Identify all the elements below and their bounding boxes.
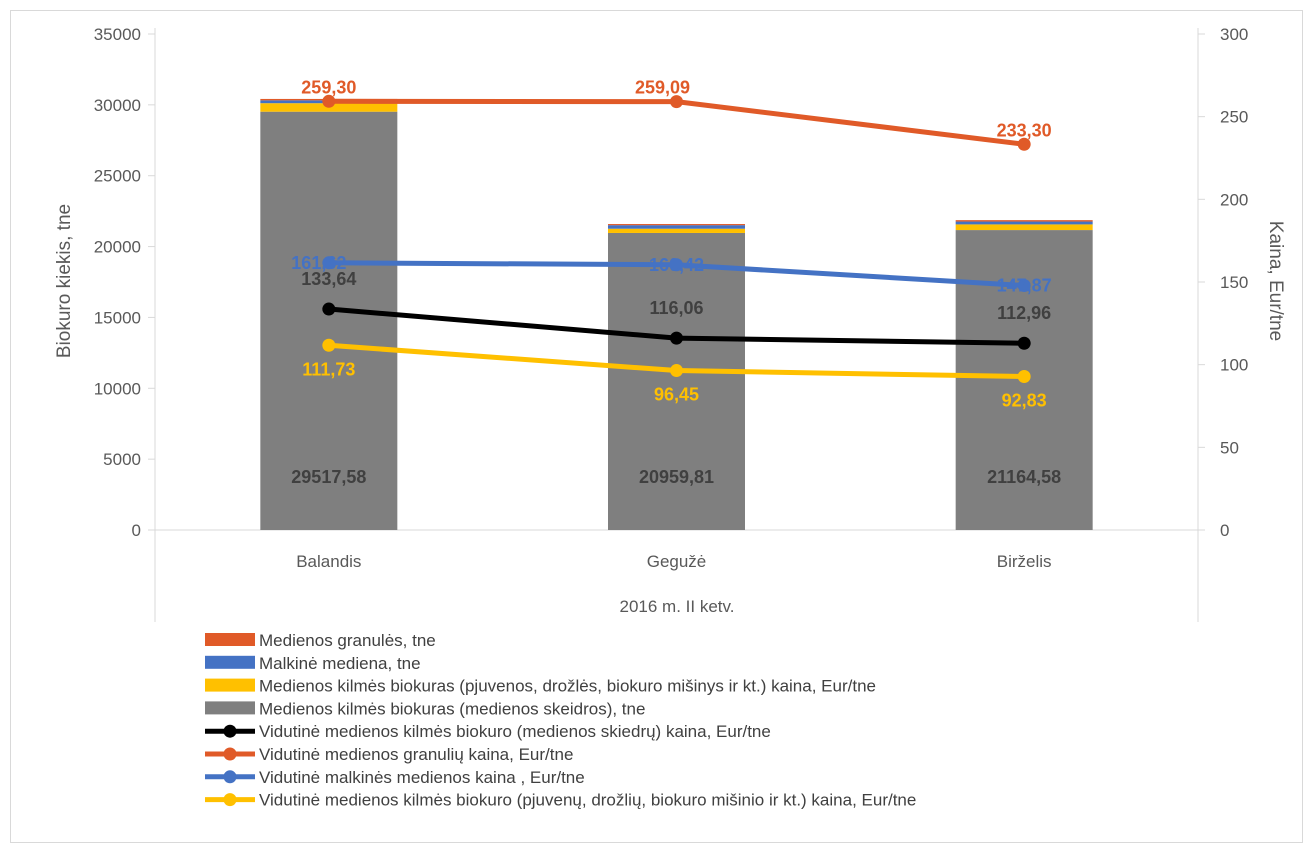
y-tick-label-right: 150 (1220, 273, 1248, 292)
line-point (1017, 279, 1031, 293)
bar-data-label: 20959,81 (639, 467, 714, 487)
y-tick-label-left: 35000 (94, 25, 141, 44)
line-point (670, 258, 683, 272)
bar-data-label: 29517,58 (291, 467, 366, 487)
y-tick-label-right: 50 (1220, 438, 1239, 457)
x-tick-label: Birželis (997, 552, 1052, 571)
legend-swatch (205, 655, 255, 669)
line-data-label: 160,42 (649, 255, 704, 275)
legend-label: Medienos kilmės biokuras (pjuvenos, drož… (259, 677, 876, 696)
legend-marker (223, 793, 237, 807)
line-point (322, 338, 336, 352)
line-data-label: 259,30 (301, 77, 356, 97)
legend-marker (223, 747, 237, 761)
y-tick-label-left: 10000 (94, 379, 141, 398)
line-point (670, 331, 683, 345)
line-data-label: 116,06 (649, 298, 703, 318)
line-point (670, 364, 683, 378)
bar-segment (955, 220, 1093, 222)
legend-label: Vidutinė medienos kilmės biokuro (medien… (259, 722, 771, 741)
bar-segment (608, 232, 745, 530)
x-tick-label: Balandis (296, 552, 361, 571)
legend-marker (223, 724, 237, 738)
y-tick-label-right: 300 (1220, 25, 1248, 44)
line-data-label: 147,87 (997, 276, 1052, 296)
bar-segment (608, 225, 745, 229)
legend-swatch (205, 633, 255, 646)
legend-label: Vidutinė medienos granulių kaina, Eur/tn… (259, 745, 573, 764)
line-point (670, 95, 683, 109)
line-data-label: 133,64 (301, 269, 356, 289)
y-tick-label-right: 100 (1220, 356, 1248, 375)
bar-data-label: 21164,58 (987, 467, 1061, 487)
line-data-label: 111,73 (302, 359, 355, 379)
bar-segment (955, 224, 1093, 231)
line-data-label: 112,96 (997, 303, 1051, 323)
legend-swatch (205, 678, 255, 692)
legend-label: Vidutinė malkinės medienos kaina , Eur/t… (259, 768, 585, 787)
legend-swatch (205, 701, 255, 715)
line-data-label: 96,45 (654, 385, 699, 405)
bar-segment (260, 111, 398, 530)
y-tick-label-right: 0 (1220, 521, 1229, 540)
legend-label: Vidutinė medienos kilmės biokuro (pjuven… (259, 791, 916, 810)
line-point (322, 94, 336, 108)
y-tick-label-left: 30000 (94, 96, 141, 115)
y-tick-label-left: 5000 (103, 450, 141, 469)
y-axis-title-left: Biokuro kiekis, tne (54, 204, 75, 358)
y-tick-label-left: 20000 (94, 238, 141, 257)
line-data-label: 161,62 (291, 253, 346, 273)
bar-segment (955, 221, 1093, 225)
line-data-label: 259,09 (635, 78, 690, 98)
bar-segment (608, 224, 745, 226)
legend-label: Medienos granulės, tne (259, 631, 436, 650)
bar-segment (608, 228, 745, 233)
line-point (322, 302, 336, 316)
y-tick-label-right: 200 (1220, 190, 1248, 209)
y-tick-label-left: 25000 (94, 167, 141, 186)
line-point (1017, 370, 1031, 384)
legend-label: Medienos kilmės biokuras (medienos skeid… (259, 699, 645, 718)
line-point (322, 256, 336, 270)
line-data-label: 92,83 (1002, 391, 1047, 411)
x-axis-title: 2016 m. II ketv. (620, 597, 735, 616)
legend-marker (223, 770, 237, 784)
y-tick-label-left: 15000 (94, 308, 141, 327)
line-data-label: 233,30 (997, 120, 1052, 140)
y-axis-title-right: Kaina, Eur/tne (1265, 221, 1286, 341)
line-point (1017, 336, 1031, 350)
line-point (1017, 137, 1031, 151)
y-tick-label-left: 0 (132, 521, 141, 540)
x-tick-label: Gegužė (647, 552, 707, 571)
legend-label: Malkinė mediena, tne (259, 654, 421, 673)
y-tick-label-right: 250 (1220, 108, 1248, 127)
